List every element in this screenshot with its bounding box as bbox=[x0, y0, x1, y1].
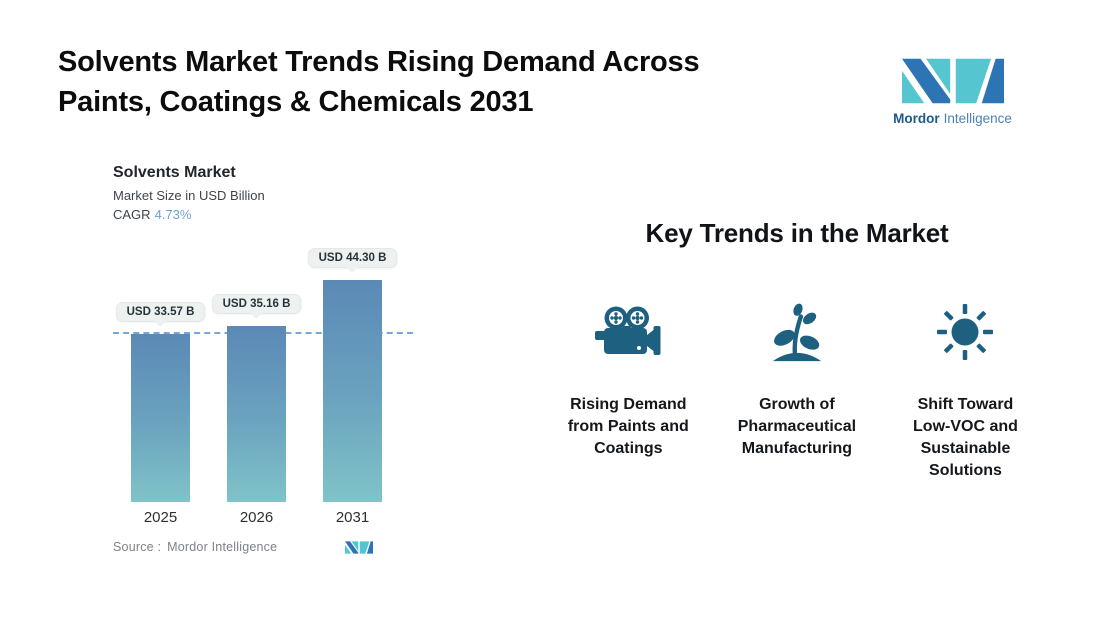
mordor-intelligence-mi-mark-icon bbox=[901, 58, 1004, 104]
value-tag-box: USD 35.16 B bbox=[211, 293, 302, 314]
source-text: Source : Mordor Intelligence bbox=[113, 540, 277, 554]
brand-name: Mordor Intelligence bbox=[893, 111, 1012, 126]
x-axis-label-2026: 2026 bbox=[239, 509, 274, 526]
video-camera-icon bbox=[595, 301, 661, 363]
bar-column-2025: USD 33.57 B bbox=[115, 301, 206, 502]
x-axis-label-2025: 2025 bbox=[143, 509, 178, 526]
cagr-value: 4.73% bbox=[154, 207, 192, 222]
bar-value-label-2026: USD 35.16 B bbox=[211, 293, 302, 319]
trend-label-low-voc: Shift Toward Low-VOC and Sustainable Sol… bbox=[913, 396, 1018, 479]
solvents-market-chart: Solvents Market Market Size in USD Billi… bbox=[113, 164, 413, 554]
key-trends-section: Key Trends in the Market bbox=[544, 218, 1050, 482]
bars-row: USD 33.57 B USD 35.16 B USD 44.30 B bbox=[115, 222, 398, 502]
bar-value-label-2031: USD 44.30 B bbox=[307, 248, 398, 273]
bar-value-label-2025: USD 33.57 B bbox=[115, 301, 206, 327]
x-axis-label-2031: 2031 bbox=[335, 509, 370, 526]
value-tag-pointer bbox=[346, 267, 359, 273]
bar-2026 bbox=[227, 325, 286, 502]
brand-name-light: Intelligence bbox=[943, 111, 1012, 126]
value-tag-pointer bbox=[250, 312, 263, 319]
sun-icon bbox=[935, 301, 995, 363]
bar-2031 bbox=[323, 280, 382, 502]
bar-column-2031: USD 44.30 B bbox=[307, 248, 398, 502]
chart-title: Solvents Market bbox=[113, 164, 236, 181]
chart-subtitle: Market Size in USD Billion bbox=[113, 188, 265, 203]
x-axis-labels: 2025 2026 2031 bbox=[131, 509, 413, 526]
bar-2025 bbox=[131, 333, 190, 502]
value-tag-box: USD 44.30 B bbox=[307, 248, 398, 268]
source-row: Source : Mordor Intelligence bbox=[113, 540, 413, 554]
brand-name-bold: Mordor bbox=[893, 111, 940, 126]
brand-logo: Mordor Intelligence bbox=[890, 57, 1015, 126]
source-label: Source : bbox=[113, 540, 162, 554]
page-title: Solvents Market Trends Rising Demand Acr… bbox=[58, 46, 700, 118]
key-trends-row: Rising Demand from Paints and Coatings G… bbox=[544, 301, 1050, 482]
value-tag-box: USD 33.57 B bbox=[115, 301, 206, 322]
trend-item-low-voc: Shift Toward Low-VOC and Sustainable Sol… bbox=[881, 301, 1050, 482]
trend-item-pharma: Growth of Pharmaceutical Manufacturing bbox=[713, 301, 882, 482]
bar-plot-area: USD 33.57 B USD 35.16 B USD 44.30 B bbox=[113, 222, 413, 502]
trend-item-paints-coatings: Rising Demand from Paints and Coatings bbox=[544, 301, 713, 482]
chart-cagr: CAGR 4.73% bbox=[113, 207, 413, 222]
key-trends-heading: Key Trends in the Market bbox=[645, 218, 949, 248]
value-tag-pointer bbox=[154, 320, 167, 327]
mordor-intelligence-mi-mark-small-icon bbox=[345, 540, 373, 554]
bar-column-2026: USD 35.16 B bbox=[211, 293, 302, 502]
trend-label-paints-coatings: Rising Demand from Paints and Coatings bbox=[567, 396, 689, 457]
plant-sprout-icon bbox=[766, 301, 828, 363]
trend-label-pharma: Growth of Pharmaceutical Manufacturing bbox=[737, 396, 857, 457]
source-value: Mordor Intelligence bbox=[167, 540, 278, 554]
cagr-label: CAGR bbox=[113, 207, 151, 222]
